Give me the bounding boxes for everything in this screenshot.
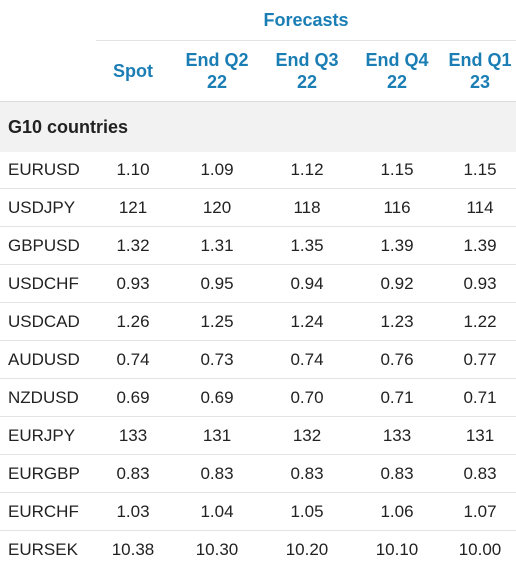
column-header-line: End Q3: [275, 50, 339, 70]
value-cell: 0.70: [290, 387, 324, 407]
table-row: EURGBP 0.83 0.83 0.83 0.83 0.83: [0, 455, 516, 493]
value-cell: 0.71: [380, 387, 414, 407]
table-row: EURSEK 10.38 10.30 10.20 10.10 10.00: [0, 531, 516, 568]
value-cell: 10.38: [111, 539, 155, 559]
currency-pair: GBPUSD: [8, 235, 80, 255]
value-cell: 1.39: [380, 235, 414, 255]
group-label: G10 countries: [8, 116, 129, 137]
value-cell: 0.95: [200, 273, 234, 293]
table-row: EURJPY 133 131 132 133 131: [0, 417, 516, 455]
value-cell: 0.94: [290, 273, 324, 293]
table-row: EURCHF 1.03 1.04 1.05 1.06 1.07: [0, 493, 516, 531]
value-cell: 10.20: [285, 539, 329, 559]
value-cell: 0.83: [290, 463, 324, 483]
column-header-line: End Q4: [365, 50, 429, 70]
value-cell: 1.03: [116, 501, 150, 521]
value-cell: 131: [465, 425, 495, 445]
table-row: USDJPY 121 120 118 116 114: [0, 189, 516, 227]
currency-pair: AUDUSD: [8, 349, 80, 369]
value-cell: 1.06: [380, 501, 414, 521]
value-cell: 118: [293, 197, 321, 217]
currency-pair: EURUSD: [8, 159, 80, 179]
value-cell: 0.74: [290, 349, 324, 369]
column-header-spot: Spot: [88, 41, 178, 101]
value-cell: 0.69: [116, 387, 150, 407]
currency-pair: USDCAD: [8, 311, 80, 331]
value-cell: 120: [202, 197, 232, 217]
value-cell: 114: [466, 197, 494, 217]
value-cell: 0.76: [380, 349, 414, 369]
table-row: NZDUSD 0.69 0.69 0.70 0.71 0.71: [0, 379, 516, 417]
value-cell: 1.05: [290, 501, 324, 521]
value-cell: 1.39: [463, 235, 497, 255]
value-cell: 1.09: [200, 159, 234, 179]
table-row: EURUSD 1.10 1.09 1.12 1.15 1.15: [0, 151, 516, 189]
value-cell: 10.10: [375, 539, 419, 559]
table-body: EURUSD 1.10 1.09 1.12 1.15 1.15 USDJPY 121 120 11…: [0, 151, 516, 568]
value-cell: 1.10: [116, 159, 150, 179]
value-cell: 131: [202, 425, 232, 445]
table-row: USDCAD 1.26 1.25 1.24 1.23 1.22: [0, 303, 516, 341]
value-cell: 0.73: [200, 349, 234, 369]
column-header-line: 22: [296, 72, 317, 92]
value-cell: 10.30: [195, 539, 239, 559]
value-cell: 1.26: [116, 311, 150, 331]
value-cell: 0.93: [463, 273, 497, 293]
value-cell: 1.04: [200, 501, 234, 521]
value-cell: 1.15: [380, 159, 414, 179]
value-cell: 133: [118, 425, 148, 445]
value-cell: 1.25: [200, 311, 234, 331]
table-row: GBPUSD 1.32 1.31 1.35 1.39 1.39: [0, 227, 516, 265]
column-header-spot-line: Spot: [113, 61, 153, 81]
currency-pair: NZDUSD: [8, 387, 79, 407]
value-cell: 0.83: [200, 463, 234, 483]
value-cell: 0.83: [380, 463, 414, 483]
value-cell: 1.31: [200, 235, 234, 255]
value-cell: 1.23: [380, 311, 414, 331]
value-cell: 0.74: [116, 349, 150, 369]
value-cell: 0.77: [463, 349, 497, 369]
column-header-line: 22: [206, 72, 227, 92]
group-row: G10 countries: [0, 101, 516, 152]
currency-pair: USDCHF: [8, 273, 79, 293]
currency-pair: EURJPY: [8, 425, 76, 445]
column-header-end-q3-22: End Q3 22: [262, 41, 352, 101]
table-row: USDCHF 0.93 0.95 0.94 0.92 0.93: [0, 265, 516, 303]
table-row: AUDUSD 0.74 0.73 0.74 0.76 0.77: [0, 341, 516, 379]
value-cell: 132: [292, 425, 322, 445]
value-cell: 121: [118, 197, 148, 217]
value-cell: 0.71: [463, 387, 497, 407]
column-header-end-q1-23: End Q1 23: [435, 41, 516, 101]
value-cell: 1.12: [290, 159, 324, 179]
value-cell: 0.83: [116, 463, 150, 483]
column-headers: Spot End Q2 22 End Q3 22 End Q4 22 End Q1 23: [0, 41, 516, 101]
value-cell: 1.22: [463, 311, 497, 331]
value-cell: 0.83: [463, 463, 497, 483]
column-header-line: 22: [386, 72, 407, 92]
column-header-line: End Q2: [185, 50, 249, 70]
currency-pair: EURGBP: [8, 463, 80, 483]
column-header-end-q2-22: End Q2 22: [172, 41, 262, 101]
value-cell: 1.32: [116, 235, 150, 255]
column-header-line: 23: [469, 72, 490, 92]
value-cell: 116: [383, 197, 411, 217]
forecasts-header: Forecasts: [96, 0, 516, 41]
value-cell: 1.24: [290, 311, 324, 331]
value-cell: 0.93: [116, 273, 150, 293]
value-cell: 1.07: [463, 501, 497, 521]
column-header-line: End Q1: [448, 50, 512, 70]
value-cell: 0.92: [380, 273, 414, 293]
value-cell: 1.15: [463, 159, 497, 179]
value-cell: 0.69: [200, 387, 234, 407]
value-cell: 10.00: [458, 539, 502, 559]
value-cell: 1.35: [290, 235, 324, 255]
column-header-end-q4-22: End Q4 22: [352, 41, 442, 101]
currency-pair: EURCHF: [8, 501, 79, 521]
value-cell: 133: [382, 425, 412, 445]
currency-pair: USDJPY: [8, 197, 76, 217]
